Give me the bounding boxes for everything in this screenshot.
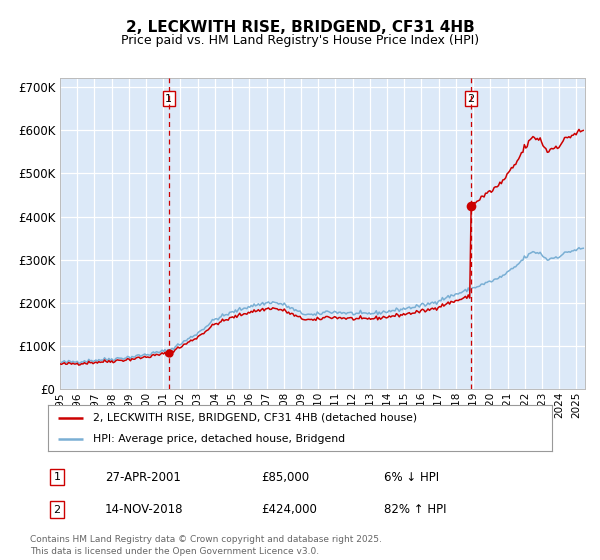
Text: 14-NOV-2018: 14-NOV-2018 [105, 503, 184, 516]
Text: 6% ↓ HPI: 6% ↓ HPI [384, 470, 439, 484]
Text: HPI: Average price, detached house, Bridgend: HPI: Average price, detached house, Brid… [94, 434, 346, 444]
Text: 2, LECKWITH RISE, BRIDGEND, CF31 4HB (detached house): 2, LECKWITH RISE, BRIDGEND, CF31 4HB (de… [94, 413, 418, 423]
Text: £85,000: £85,000 [261, 470, 309, 484]
Text: 1: 1 [165, 94, 172, 104]
Text: 2: 2 [467, 94, 475, 104]
Text: Contains HM Land Registry data © Crown copyright and database right 2025.
This d: Contains HM Land Registry data © Crown c… [30, 535, 382, 556]
Text: 2: 2 [53, 505, 61, 515]
Text: 2, LECKWITH RISE, BRIDGEND, CF31 4HB: 2, LECKWITH RISE, BRIDGEND, CF31 4HB [125, 20, 475, 35]
Text: Price paid vs. HM Land Registry's House Price Index (HPI): Price paid vs. HM Land Registry's House … [121, 34, 479, 46]
Text: 1: 1 [53, 472, 61, 482]
Text: 27-APR-2001: 27-APR-2001 [105, 470, 181, 484]
Text: £424,000: £424,000 [261, 503, 317, 516]
Text: 82% ↑ HPI: 82% ↑ HPI [384, 503, 446, 516]
